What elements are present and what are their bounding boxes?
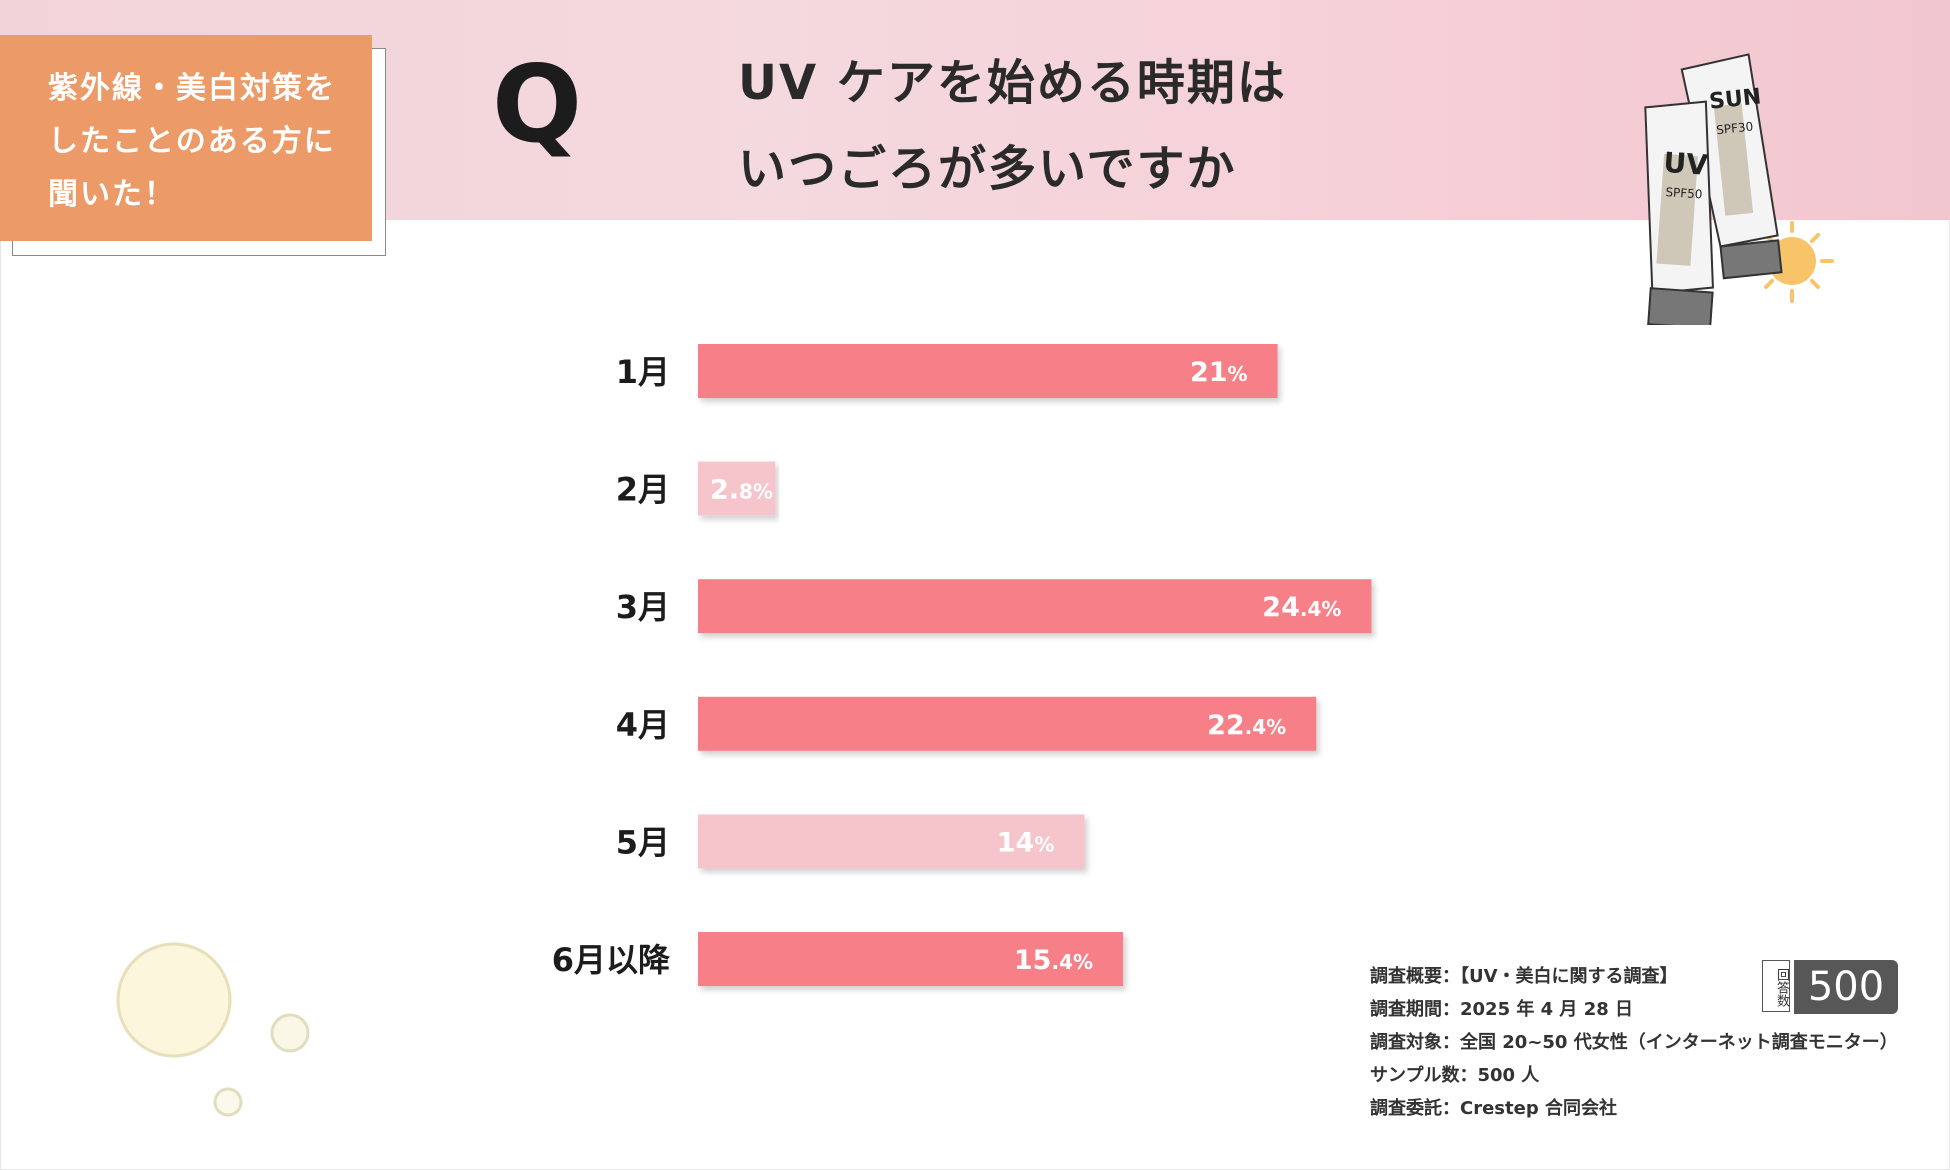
bar [698, 696, 1317, 751]
value-label: 15.4% [1014, 945, 1093, 976]
value-label: 21% [1190, 357, 1248, 388]
category-label: 2月 [616, 471, 670, 509]
tube-spf: SPF30 [1716, 119, 1754, 137]
category-label: 3月 [616, 588, 670, 626]
response-count-badge: 回答数 500 [1762, 960, 1898, 1014]
tag-line: 紫外線・美白対策を [48, 71, 336, 106]
value-label: 24.4% [1262, 592, 1341, 623]
bar [698, 814, 1085, 869]
survey-line: 調査期間：2025 年 4 月 28 日 [1370, 999, 1634, 1020]
value-label: 2.8% [710, 475, 773, 506]
category-label: 6月以降 [552, 941, 671, 979]
question-tag [0, 35, 372, 241]
tube-text: SUN [1708, 84, 1762, 114]
tube-text: UV [1662, 146, 1709, 182]
title-line: UV ケアを始める時期は [738, 55, 1287, 111]
value-label: 22.4% [1207, 710, 1286, 741]
q-mark: Q [492, 43, 583, 166]
bar [698, 932, 1124, 986]
question-tag-text: 紫外線・美白対策を したことのある方に 聞いた！ [48, 62, 368, 221]
droplets-decoration [116, 942, 310, 1117]
survey-line: 調査委託：Crestep 合同会社 [1370, 1098, 1617, 1119]
bar [698, 461, 776, 516]
category-label: 1月 [616, 353, 670, 391]
bar [698, 579, 1372, 634]
category-label: 4月 [616, 706, 670, 744]
sunscreen-illustration: SUN SPF30 UV SPF50 [1644, 53, 1834, 325]
title-line: いつごろが多いですか [738, 141, 1237, 197]
survey-summary: 調査概要：【UV・美白に関する調査】 調査期間：2025 年 4 月 28 日 … [1370, 960, 1898, 1125]
page-title: UV ケアを始める時期は いつごろが多いですか [738, 40, 1287, 212]
badge-label: 回答数 [1762, 960, 1790, 1012]
tag-line: したことのある方に [48, 124, 336, 159]
survey-line: サンプル数：500 人 [1370, 1065, 1540, 1086]
value-label: 14% [997, 827, 1055, 858]
survey-line: 調査対象：全国 20~50 代女性（インターネット調査モニター） [1370, 1032, 1898, 1053]
badge-value: 500 [1794, 960, 1898, 1014]
survey-line: 調査概要：【UV・美白に関する調査】 [1370, 966, 1678, 987]
uv-tube-icon: UV SPF50 [1644, 100, 1714, 325]
tube-spf: SPF50 [1665, 185, 1703, 202]
category-label: 5月 [616, 823, 670, 861]
bar [698, 344, 1278, 398]
tag-line: 聞いた！ [48, 177, 176, 212]
